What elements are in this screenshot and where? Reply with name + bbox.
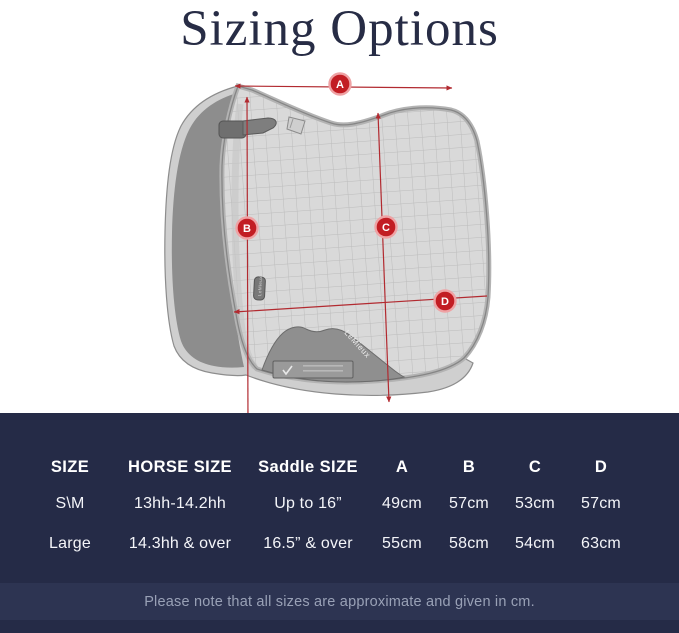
table-cell: 49cm: [382, 495, 422, 512]
footer-note: Please note that all sizes are approxima…: [144, 593, 535, 610]
header-cell-b: B: [462, 457, 476, 476]
marker-b: B: [235, 216, 259, 240]
header-cell-size: SIZE: [50, 457, 90, 476]
marker-a: A: [328, 72, 352, 96]
table-cell: 53cm: [515, 495, 555, 512]
marker-d: D: [433, 289, 457, 313]
table-cell: Large: [49, 535, 91, 552]
svg-text:A: A: [336, 79, 344, 91]
measurement-markers: A B C D: [235, 72, 457, 313]
svg-text:LeMieux: LeMieux: [257, 276, 263, 296]
saddle-pad-underlayer-shadow: [171, 93, 244, 368]
girth-patch: LeMieux: [261, 326, 406, 383]
svg-text:B: B: [243, 223, 251, 235]
header-cell-horse-size: HORSE SIZE: [128, 457, 232, 476]
table-cell: 54cm: [515, 535, 555, 552]
table-cell: S\M: [55, 495, 85, 512]
svg-text:D: D: [441, 296, 449, 308]
table-cell: 16.5” & over: [263, 535, 353, 552]
table-cell: Up to 16”: [274, 495, 342, 512]
size-table-panel: SIZE HORSE SIZE Saddle SIZE A B C D S\M …: [0, 413, 679, 633]
measure-line-c: [375, 112, 392, 403]
table-cell: 58cm: [449, 535, 489, 552]
footer-band: Please note that all sizes are approxima…: [0, 583, 679, 620]
side-tab: LeMieux: [253, 276, 266, 301]
page-title: Sizing Options: [180, 1, 499, 57]
sizing-diagram: LeMieux LeMieux: [164, 72, 492, 413]
header-cell-c: C: [528, 457, 542, 476]
header-cell-a: A: [395, 457, 409, 476]
label-logo-icon: [282, 365, 293, 376]
corner-tag: [286, 116, 306, 135]
table-cell: 14.3hh & over: [128, 535, 232, 552]
table-cell: 63cm: [581, 535, 621, 552]
measure-line-b: [244, 96, 251, 413]
size-table: SIZE HORSE SIZE Saddle SIZE A B C D S\M …: [28, 452, 634, 562]
table-cell: 55cm: [382, 535, 422, 552]
table-cell: 57cm: [449, 495, 489, 512]
table-cell: 57cm: [581, 495, 621, 512]
table-cell: 13hh-14.2hh: [133, 495, 227, 512]
svg-text:C: C: [382, 222, 390, 234]
header-cell-d: D: [594, 457, 608, 476]
label-patch: [272, 360, 354, 379]
header-cell-saddle-size: Saddle SIZE: [258, 457, 358, 476]
marker-c: C: [374, 215, 398, 239]
